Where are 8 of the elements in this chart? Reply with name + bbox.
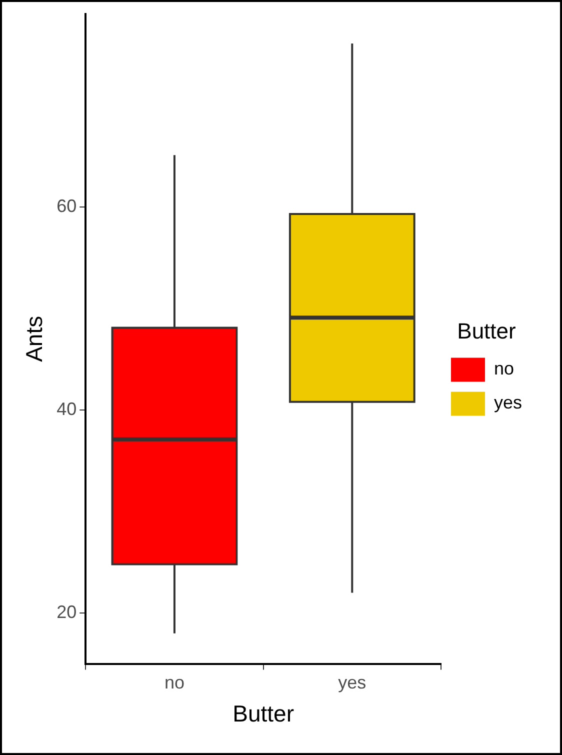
legend-label: no [494, 358, 514, 379]
x-axis-title: Butter [232, 700, 294, 727]
legend-label: yes [494, 392, 522, 413]
y-axis-title: Ants [21, 316, 48, 362]
y-tick-label: 40 [56, 398, 77, 419]
legend-title: Butter [457, 318, 516, 344]
y-tick-label: 20 [56, 602, 77, 622]
y-tick-label: 60 [56, 196, 77, 216]
